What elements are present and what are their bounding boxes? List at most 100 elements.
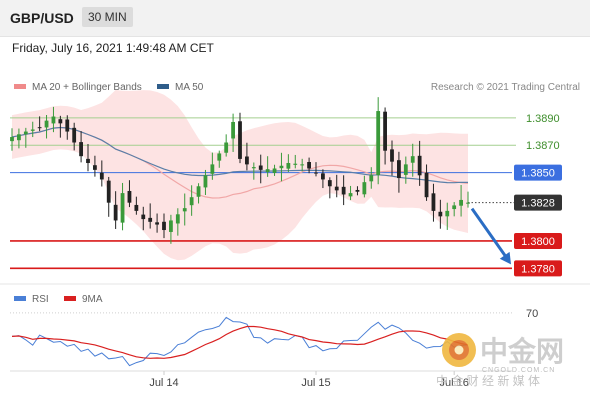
candle [397,151,401,193]
level-badge-5 [514,260,562,277]
candle-body [417,155,422,176]
bollinger-band [12,90,468,261]
candle [300,158,305,172]
candle-body [141,214,146,220]
candle-body [93,165,97,170]
rsi-line [11,316,469,367]
candle-body [334,186,339,191]
timeframe-button[interactable]: 30 MIN [82,7,133,27]
candle [251,162,256,180]
forecast-arrow-head [499,251,511,265]
candle [182,193,187,226]
candle [417,140,422,186]
candle-body [272,168,277,173]
candle [362,175,367,198]
candle [65,115,70,140]
candle [403,156,408,184]
candle [169,214,173,244]
candle-body [65,119,70,132]
candle [445,202,450,230]
level-label-2: 1.3850 [521,168,555,180]
candle-body [196,186,201,197]
candle-body [265,169,270,173]
candle-body [231,121,235,139]
candle-body [182,208,187,212]
candle [37,116,42,132]
source-credit: Research © 2021 Trading Central [431,82,580,93]
candle [224,134,229,157]
candle [113,191,118,229]
candle [210,152,215,180]
candle-body [438,211,443,217]
forecast-arrow-shaft [470,207,509,260]
candle-body [327,180,332,187]
watermark-brand: 中金网 [480,335,564,367]
candle-body [44,120,49,128]
level-badge-3 [514,194,562,211]
watermark-tagline: 中 金 财 经 新 媒 体 [436,373,540,388]
candle-body [127,190,132,203]
candle [279,152,284,182]
candle [355,186,360,196]
forecast-arrow [470,207,511,265]
legend-swatch-ma50 [157,84,169,89]
candle-body [30,129,35,131]
candle [307,157,311,174]
price-level-labels: 1.3890 1.3870 1.3850 1.3828 1.3800 1.3780 [514,113,562,277]
datetime-label: Friday, July 16, 2021 1:49:48 AM CET [12,41,214,55]
candle [376,97,381,185]
x-tick-label-0: Jul 14 [149,377,178,389]
legend-swatch-rsi [14,296,26,301]
candle [286,154,291,173]
candle [30,121,35,138]
candle [44,114,49,139]
candle-body [300,164,305,166]
candle [93,155,97,177]
candlesticks [10,97,470,244]
candle [106,176,111,217]
candle-body [23,131,28,135]
candle-body [314,172,318,174]
candle-body [348,193,353,197]
candle-body [245,156,249,165]
candle-body [376,111,381,175]
candle-body [224,142,229,153]
candle-body [113,204,118,221]
candle [175,208,180,236]
candle-body [189,197,194,206]
candle [314,162,318,177]
level-label-5: 1.3780 [521,263,555,275]
candle-body [10,137,14,142]
legend-label-ma50: MA 50 [175,82,204,93]
candle [189,185,194,216]
candle [245,142,249,171]
candle [217,150,222,168]
candle [120,182,125,231]
candle-body [99,172,104,180]
x-tick-label-2: Jul 16 [440,377,469,389]
candle-body [79,142,83,157]
candle-body [148,217,153,222]
legend-label-9ma: 9MA [82,294,103,305]
candle [341,175,346,206]
candle [79,131,83,163]
candle [438,199,443,229]
candle-body [106,180,111,203]
level-label-1: 1.3870 [526,140,560,152]
candle [196,183,201,204]
candle-body [210,164,215,174]
candle-body [72,127,77,143]
candle-body [424,172,429,198]
candle [86,144,90,172]
candle [155,213,159,233]
candle [383,107,387,165]
candle [58,115,63,138]
legend-label-ma20: MA 20 + Bollinger Bands [32,82,142,93]
candle [390,140,394,176]
level-label-4: 1.3800 [521,236,555,248]
candle-body [120,193,125,223]
legend-swatch-9ma [64,296,76,301]
candle [265,156,270,177]
chart-header-bar: GBP/USD 30 MIN [0,0,590,37]
